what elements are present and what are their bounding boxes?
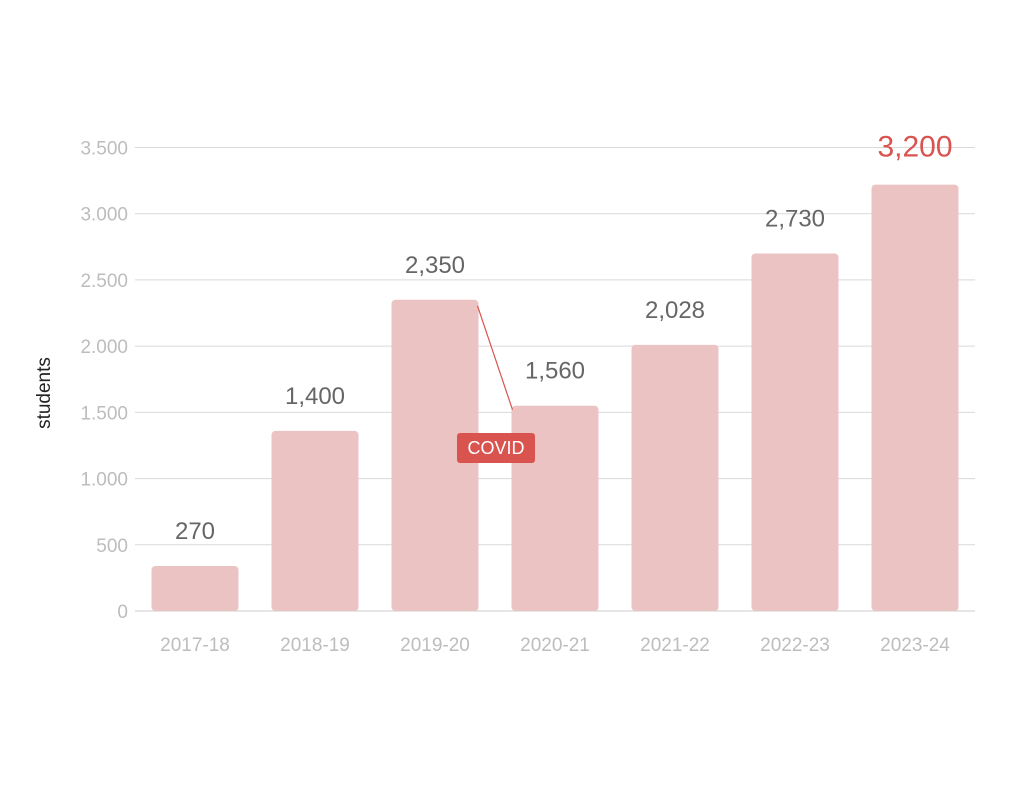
bar [271, 430, 359, 611]
data-label: 2,028 [645, 297, 705, 324]
data-label: 1,400 [285, 383, 345, 410]
bar [391, 299, 479, 611]
annotation: COVID [457, 305, 535, 463]
x-tick-label: 2021-22 [640, 635, 710, 656]
y-tick-label: 2.500 [80, 271, 128, 292]
data-label: 270 [175, 518, 215, 545]
bar [631, 344, 719, 611]
data-label: 2,730 [765, 205, 825, 232]
x-tick-label: 2023-24 [880, 635, 950, 656]
bar [151, 565, 239, 611]
data-label: 1,560 [525, 358, 585, 385]
y-tick-label: 1.500 [80, 403, 128, 424]
y-tick-label: 0 [117, 602, 128, 623]
x-tick-label: 2022-23 [760, 635, 830, 656]
data-label: 3,200 [877, 131, 952, 164]
y-tick-label: 3.500 [80, 139, 128, 160]
x-axis-ticks: 2017-18 2018-19 2019-20 2020-21 2021-22 2022-… [160, 635, 950, 656]
annotation-leader-line [476, 305, 514, 410]
x-tick-label: 2019-20 [400, 635, 470, 656]
x-tick-label: 2020-21 [520, 635, 590, 656]
y-tick-label: 2.000 [80, 337, 128, 358]
x-tick-label: 2018-19 [280, 635, 350, 656]
y-axis-ticks: 0 500 1.000 1.500 2.000 2.500 3.000 3.500 [80, 139, 128, 624]
y-axis-title: students [34, 357, 55, 429]
y-tick-label: 500 [96, 536, 128, 557]
y-tick-label: 3.000 [80, 205, 128, 226]
bars [151, 184, 959, 611]
annotation-badge [457, 433, 535, 463]
data-labels: 270 1,400 2,350 1,560 2,028 2,730 3,200 [175, 131, 953, 545]
bar [751, 253, 839, 611]
data-label: 2,350 [405, 252, 465, 279]
annotation-label: COVID [467, 438, 524, 458]
x-tick-label: 2017-18 [160, 635, 230, 656]
y-tick-label: 1.000 [80, 470, 128, 491]
bar [871, 184, 959, 611]
